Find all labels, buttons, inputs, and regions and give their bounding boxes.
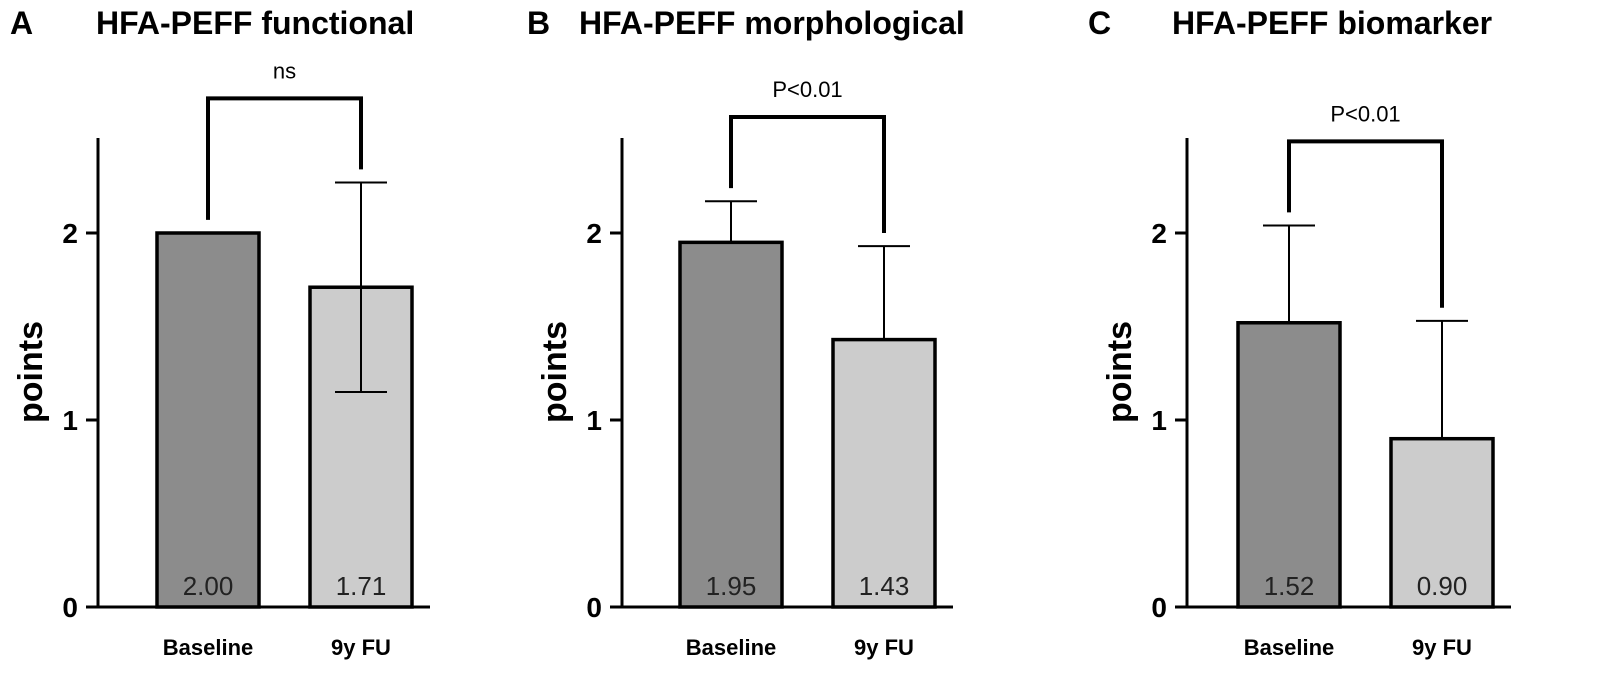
significance-bracket [1287, 139, 1444, 308]
bar-baseline [1236, 321, 1342, 609]
y-tick-label: 2 [62, 218, 78, 249]
y-tick-label: 1 [62, 405, 78, 436]
y-tick-label: 0 [1151, 592, 1167, 623]
bar-baseline [155, 231, 261, 609]
panel-letter: A [10, 5, 33, 41]
significance-bracket [206, 96, 363, 220]
data-label: 1.52 [1264, 571, 1315, 601]
data-label: 1.43 [859, 571, 910, 601]
y-axis-label: points [1101, 321, 1139, 423]
y-tick-label: 2 [1151, 218, 1167, 249]
data-label: 0.90 [1417, 571, 1468, 601]
x-tick-label: Baseline [686, 635, 777, 660]
data-label: 2.00 [183, 571, 234, 601]
significance-label: P<0.01 [772, 77, 842, 102]
panel-letter: B [527, 5, 550, 41]
x-tick-label: 9y FU [331, 635, 391, 660]
significance-label: P<0.01 [1330, 101, 1400, 126]
x-tick-label: 9y FU [1412, 635, 1472, 660]
panel-title: HFA-PEFF morphological [579, 5, 965, 41]
y-tick-label: 0 [62, 592, 78, 623]
panel-title: HFA-PEFF biomarker [1172, 5, 1492, 41]
bar-baseline [678, 240, 784, 609]
y-tick-label: 0 [586, 592, 602, 623]
y-axis-label: points [12, 321, 50, 423]
x-tick-label: Baseline [163, 635, 254, 660]
panel-a: A HFA-PEFF functional points 0 1 2 2.00 Baselin… [10, 5, 430, 660]
data-label: 1.95 [706, 571, 757, 601]
y-tick-label: 1 [1151, 405, 1167, 436]
y-axis-label: points [536, 321, 574, 423]
panel-b: B HFA-PEFF morphological points 0 1 2 1.95 Base… [527, 5, 965, 660]
bar-9y-fu [1389, 436, 1495, 609]
panel-title: HFA-PEFF functional [96, 5, 414, 41]
bar-9y-fu [831, 337, 937, 609]
x-tick-label: Baseline [1244, 635, 1335, 660]
y-tick-label: 1 [586, 405, 602, 436]
panel-c: C HFA-PEFF biomarker points 0 1 2 1.52 Baseline… [1088, 5, 1511, 660]
significance-label: ns [273, 58, 296, 83]
significance-bracket [729, 115, 886, 233]
panel-letter: C [1088, 5, 1111, 41]
data-label: 1.71 [336, 571, 387, 601]
y-tick-label: 2 [586, 218, 602, 249]
x-tick-label: 9y FU [854, 635, 914, 660]
